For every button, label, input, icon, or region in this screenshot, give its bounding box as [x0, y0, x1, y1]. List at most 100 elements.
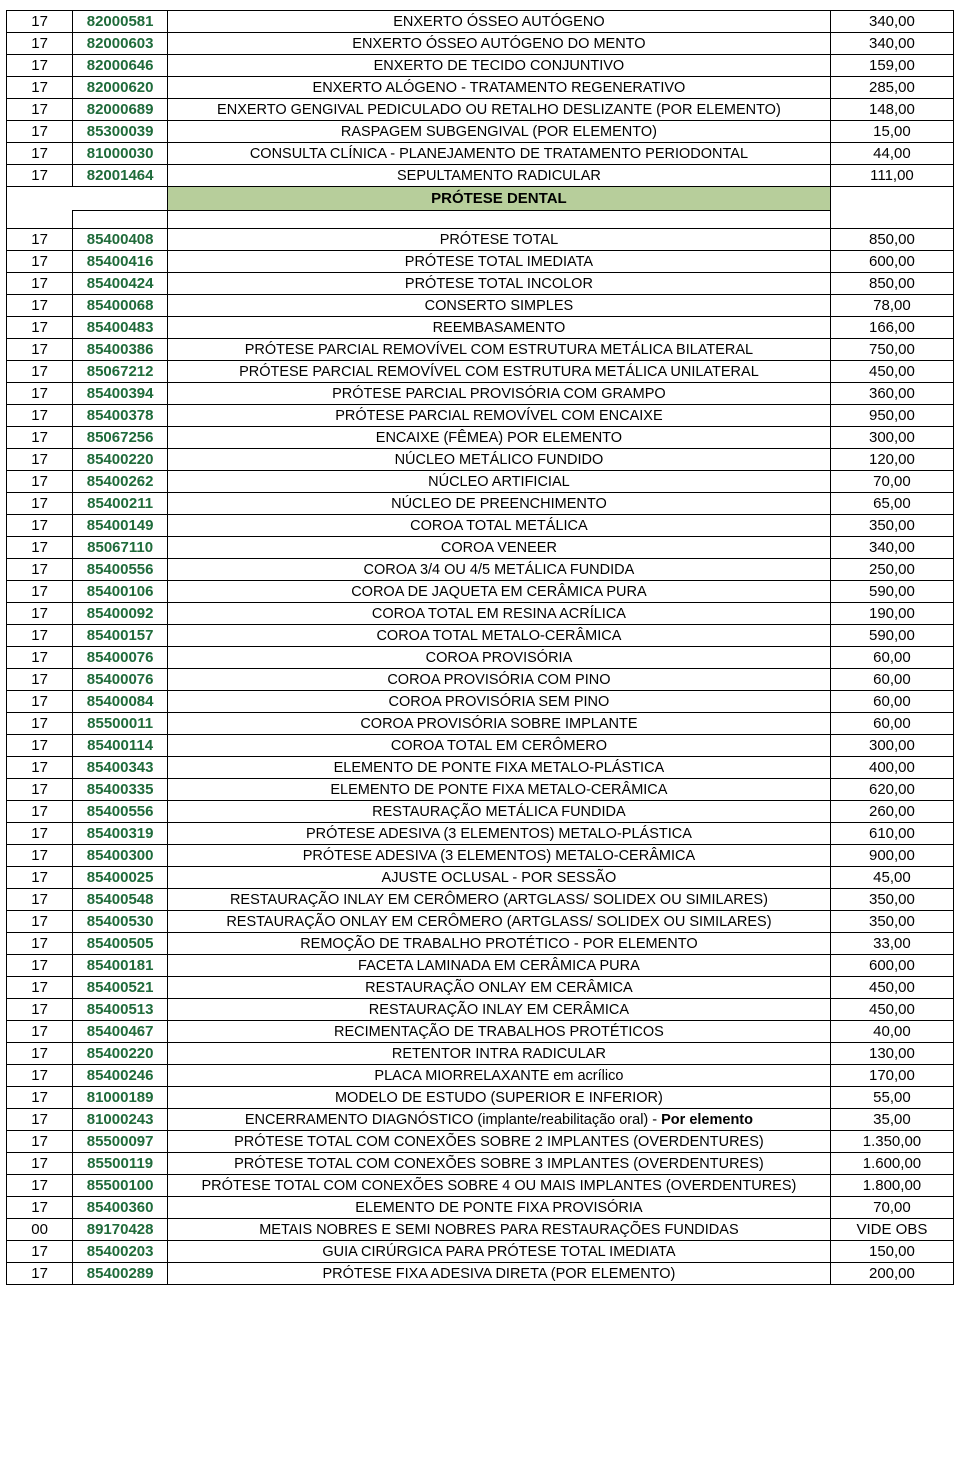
description-cell: COROA 3/4 OU 4/5 METÁLICA FUNDIDA	[167, 559, 830, 581]
category-cell: 17	[7, 405, 73, 427]
category-cell: 17	[7, 339, 73, 361]
code-cell: 82000646	[73, 55, 168, 77]
price-cell: 590,00	[830, 625, 953, 647]
price-cell: 78,00	[830, 295, 953, 317]
table-row: 1785067256ENCAIXE (FÊMEA) POR ELEMENTO30…	[7, 427, 954, 449]
section-header-row: PRÓTESE DENTAL	[7, 187, 954, 211]
category-cell: 17	[7, 603, 73, 625]
table-row: 1785400483REEMBASAMENTO166,00	[7, 317, 954, 339]
description-cell: COROA PROVISÓRIA COM PINO	[167, 669, 830, 691]
price-cell: 1.800,00	[830, 1175, 953, 1197]
table-row: 1785400076COROA PROVISÓRIA60,00	[7, 647, 954, 669]
code-cell: 85500097	[73, 1131, 168, 1153]
code-cell: 85500011	[73, 713, 168, 735]
table-row: 1785400424PRÓTESE TOTAL INCOLOR850,00	[7, 273, 954, 295]
code-cell: 85400386	[73, 339, 168, 361]
category-cell: 17	[7, 933, 73, 955]
table-row: 1782000581ENXERTO ÓSSEO AUTÓGENO340,00	[7, 11, 954, 33]
category-cell: 17	[7, 757, 73, 779]
price-cell: 170,00	[830, 1065, 953, 1087]
description-cell: GUIA CIRÚRGICA PARA PRÓTESE TOTAL IMEDIA…	[167, 1241, 830, 1263]
description-cell: ENXERTO ALÓGENO - TRATAMENTO REGENERATIV…	[167, 77, 830, 99]
table-row: 1785500097PRÓTESE TOTAL COM CONEXÕES SOB…	[7, 1131, 954, 1153]
table-row: 1785500119PRÓTESE TOTAL COM CONEXÕES SOB…	[7, 1153, 954, 1175]
price-cell: 750,00	[830, 339, 953, 361]
code-cell: 85300039	[73, 121, 168, 143]
code-cell: 85400360	[73, 1197, 168, 1219]
category-cell: 17	[7, 229, 73, 251]
description-cell: RECIMENTAÇÃO DE TRABALHOS PROTÉTICOS	[167, 1021, 830, 1043]
description-cell: COROA PROVISÓRIA SEM PINO	[167, 691, 830, 713]
price-cell: 40,00	[830, 1021, 953, 1043]
price-cell: 150,00	[830, 1241, 953, 1263]
code-cell: 85400378	[73, 405, 168, 427]
code-cell: 81000243	[73, 1109, 168, 1131]
code-cell: 85400467	[73, 1021, 168, 1043]
table-row: 1785400386PRÓTESE PARCIAL REMOVÍVEL COM …	[7, 339, 954, 361]
description-cell: COROA TOTAL EM CERÔMERO	[167, 735, 830, 757]
price-cell: 260,00	[830, 801, 953, 823]
price-cell: 300,00	[830, 735, 953, 757]
price-cell: 850,00	[830, 229, 953, 251]
code-cell: 85400548	[73, 889, 168, 911]
code-cell: 82000689	[73, 99, 168, 121]
table-row: 1785400211NÚCLEO DE PREENCHIMENTO65,00	[7, 493, 954, 515]
description-cell: RESTAURAÇÃO METÁLICA FUNDIDA	[167, 801, 830, 823]
price-cell: 148,00	[830, 99, 953, 121]
price-cell: 166,00	[830, 317, 953, 339]
category-cell: 17	[7, 977, 73, 999]
price-cell: 120,00	[830, 449, 953, 471]
table-row: 1785400289PRÓTESE FIXA ADESIVA DIRETA (P…	[7, 1263, 954, 1285]
description-cell: PRÓTESE PARCIAL REMOVÍVEL COM ENCAIXE	[167, 405, 830, 427]
category-cell: 17	[7, 537, 73, 559]
table-row: 1785400262NÚCLEO ARTIFICIAL70,00	[7, 471, 954, 493]
price-cell: 340,00	[830, 11, 953, 33]
price-cell: 350,00	[830, 889, 953, 911]
description-cell: REEMBASAMENTO	[167, 317, 830, 339]
table-row: 1785400513RESTAURAÇÃO INLAY EM CERÂMICA4…	[7, 999, 954, 1021]
code-cell: 81000189	[73, 1087, 168, 1109]
description-cell: CONSERTO SIMPLES	[167, 295, 830, 317]
price-cell: 450,00	[830, 977, 953, 999]
category-cell: 17	[7, 911, 73, 933]
code-cell: 85400262	[73, 471, 168, 493]
description-cell: PRÓTESE TOTAL COM CONEXÕES SOBRE 2 IMPLA…	[167, 1131, 830, 1153]
price-cell: 70,00	[830, 471, 953, 493]
code-cell: 85400203	[73, 1241, 168, 1263]
category-cell: 17	[7, 55, 73, 77]
price-cell: 1.600,00	[830, 1153, 953, 1175]
description-cell: COROA VENEER	[167, 537, 830, 559]
category-cell: 17	[7, 1175, 73, 1197]
description-cell: RESTAURAÇÃO ONLAY EM CERÂMICA	[167, 977, 830, 999]
category-cell: 17	[7, 11, 73, 33]
description-cell: RETENTOR INTRA RADICULAR	[167, 1043, 830, 1065]
code-cell: 82000620	[73, 77, 168, 99]
description-cell: PRÓTESE TOTAL	[167, 229, 830, 251]
code-cell: 85400220	[73, 1043, 168, 1065]
price-cell: 340,00	[830, 33, 953, 55]
table-row: 1785400343ELEMENTO DE PONTE FIXA METALO-…	[7, 757, 954, 779]
description-cell: COROA TOTAL EM RESINA ACRÍLICA	[167, 603, 830, 625]
code-cell: 85400530	[73, 911, 168, 933]
category-cell: 17	[7, 1109, 73, 1131]
price-cell: 190,00	[830, 603, 953, 625]
description-cell: ENXERTO GENGIVAL PEDICULADO OU RETALHO D…	[167, 99, 830, 121]
description-cell: MODELO DE ESTUDO (SUPERIOR E INFERIOR)	[167, 1087, 830, 1109]
table-row: 1782000646ENXERTO DE TECIDO CONJUNTIVO15…	[7, 55, 954, 77]
code-cell: 85400289	[73, 1263, 168, 1285]
category-cell: 17	[7, 99, 73, 121]
table-row: 1781000189MODELO DE ESTUDO (SUPERIOR E I…	[7, 1087, 954, 1109]
code-cell: 85400181	[73, 955, 168, 977]
category-cell: 17	[7, 823, 73, 845]
code-cell: 85400025	[73, 867, 168, 889]
price-cell: 350,00	[830, 911, 953, 933]
table-row: 1782000620ENXERTO ALÓGENO - TRATAMENTO R…	[7, 77, 954, 99]
category-cell: 17	[7, 33, 73, 55]
category-cell: 17	[7, 143, 73, 165]
description-cell: PRÓTESE PARCIAL REMOVÍVEL COM ESTRUTURA …	[167, 339, 830, 361]
category-cell: 17	[7, 361, 73, 383]
price-cell: 600,00	[830, 955, 953, 977]
price-cell: 1.350,00	[830, 1131, 953, 1153]
code-cell: 85500119	[73, 1153, 168, 1175]
price-cell: 400,00	[830, 757, 953, 779]
